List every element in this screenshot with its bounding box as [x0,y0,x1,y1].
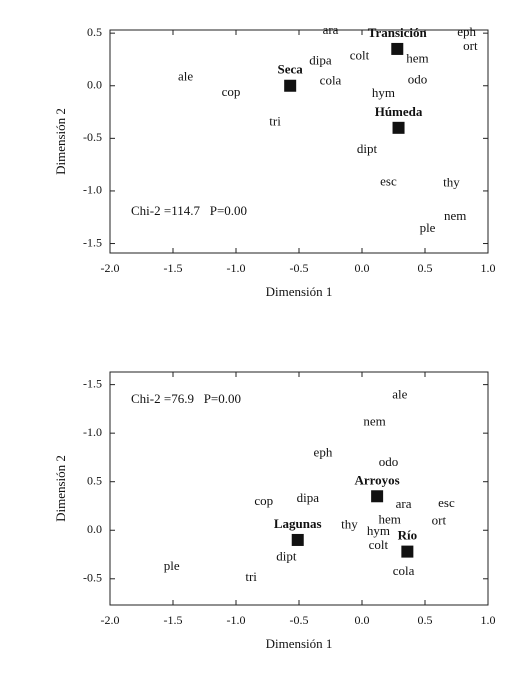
species-label: cola [393,563,415,578]
site-marker [371,490,384,503]
species-label: hym [372,85,395,100]
x-tick-label: -2.0 [101,613,120,627]
species-label: ale [178,68,193,83]
site-marker [392,121,405,134]
species-label: eph [457,24,476,39]
y-tick-label: 0.5 [87,25,102,39]
y-tick-label: -0.5 [83,130,102,144]
site-label: Seca [278,62,304,77]
x-tick-label: -1.0 [227,261,246,275]
species-label: colt [369,537,389,552]
site-marker [401,545,414,558]
x-tick-label: 1.0 [481,261,496,275]
species-label: ara [396,496,412,511]
species-label: cop [222,84,241,99]
y-tick-label: 0.0 [87,78,102,92]
species-label: dipa [297,490,320,505]
site-label: Lagunas [274,516,322,531]
species-label: thy [341,516,358,531]
species-label: ale [392,386,407,401]
x-tick-label: 0.0 [355,613,370,627]
species-label: cola [320,73,342,88]
x-tick-label: -2.0 [101,261,120,275]
x-tick-label: -0.5 [290,613,309,627]
species-label: colt [350,47,370,62]
species-label: hem [406,50,428,65]
species-label: tri [269,114,281,129]
x-tick-label: -1.5 [164,261,183,275]
species-label: esc [438,495,455,510]
species-label: nem [363,413,385,428]
y-tick-label: -1.0 [83,183,102,197]
annotation: Chi-2 =76.9 P=0.00 [131,391,241,406]
y-tick-label: -0.5 [83,571,102,585]
species-label: nem [444,208,466,223]
y-tick-label: -1.0 [83,425,102,439]
species-label: odo [408,71,428,86]
annotation: Chi-2 =114.7 P=0.00 [131,203,247,218]
site-label: Húmeda [375,104,423,119]
species-label: hem [379,512,401,527]
y-axis-label: Dimensión 2 [53,108,68,175]
species-label: cop [254,493,273,508]
site-label: Arroyos [354,472,399,487]
species-label: dipt [276,548,297,563]
site-label: Transición [368,25,428,40]
x-tick-label: 0.5 [418,261,433,275]
x-axis-label: Dimensión 1 [266,284,333,299]
x-axis-label: Dimensión 1 [266,636,333,651]
species-label: thy [443,175,460,190]
species-label: odo [379,454,399,469]
x-tick-label: -1.0 [227,613,246,627]
site-marker [284,79,297,92]
y-axis-label: Dimensión 2 [53,455,68,522]
species-label: eph [314,445,333,460]
species-label: ara [323,22,339,37]
species-label: dipt [357,141,378,156]
x-tick-label: 1.0 [481,613,496,627]
y-tick-label: 0.5 [87,473,102,487]
y-tick-label: -1.5 [83,376,102,390]
species-label: ort [463,38,478,53]
species-label: hym [367,523,390,538]
species-label: dipa [309,53,332,68]
species-label: tri [245,569,257,584]
x-tick-label: 0.0 [355,261,370,275]
site-marker [291,533,304,546]
site-label: Río [398,528,418,543]
x-tick-label: 0.5 [418,613,433,627]
y-tick-label: 0.0 [87,522,102,536]
y-tick-label: -1.5 [83,235,102,249]
species-label: esc [380,174,397,189]
x-tick-label: -1.5 [164,613,183,627]
x-tick-label: -0.5 [290,261,309,275]
species-label: ort [432,512,447,527]
species-label: ple [420,220,436,235]
site-marker [391,42,404,55]
species-label: ple [164,558,180,573]
